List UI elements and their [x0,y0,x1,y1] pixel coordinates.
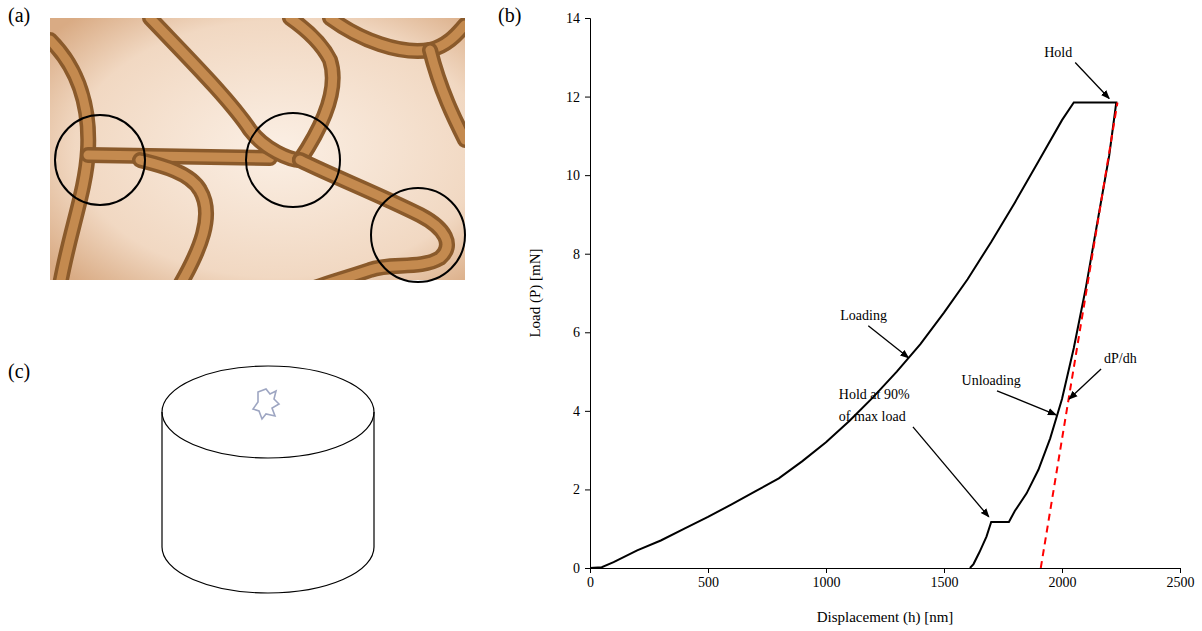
tick-label: 2 [573,482,580,497]
tick-label: 0 [573,561,580,576]
annotation-arrow [913,427,989,517]
stent-strut-highlight [430,50,465,140]
y-axis-title: Load (P) [mN] [527,248,544,337]
x-axis-title: Displacement (h) [nm] [817,609,954,626]
tick-label: 14 [566,11,580,26]
y-axis: 0 2 4 6 8 10 12 14 [566,11,591,576]
annotation-arrow [868,326,908,358]
x-axis: 0 500 1000 1500 2000 2500 [587,568,1195,590]
stent-strut [290,18,333,160]
tick-mark [585,254,590,255]
tick-mark [585,332,590,333]
tick-label: 12 [566,90,580,105]
tick: 500 [698,568,719,590]
plot-area [590,102,1117,568]
tick-label: 8 [573,247,580,262]
annotation: Loading [840,308,887,323]
tick-label: 2000 [1049,575,1077,590]
tick: 6 [573,325,590,340]
tick-mark [585,568,590,569]
stent-strut-highlight [88,155,270,158]
tick: 8 [573,247,590,262]
cylinder-body [162,412,374,593]
tick-label: 1000 [813,575,841,590]
tick: 2000 [1049,568,1077,590]
tick-mark [826,568,827,573]
annotation: dP/dh [1104,351,1137,366]
stent-strut [150,18,300,160]
tick-mark [585,18,590,19]
highlight-circle [55,115,145,205]
stent-strut [140,160,206,280]
annotation: Hold [1044,45,1072,60]
annotation: Hold at 90%of max load [839,387,910,424]
stent-strut-highlight [150,18,300,160]
embedded-sample [253,389,279,419]
panel-label: (b) [498,4,521,27]
tick-mark [708,568,709,573]
tick-mark [585,175,590,176]
cylinder-top [162,366,374,458]
tick: 1500 [931,568,959,590]
tick-mark [1180,568,1181,573]
highlight-circle [371,188,465,282]
stent-strut [430,50,465,140]
tick-mark [1062,568,1063,573]
series-line [1041,102,1118,568]
tick: 0 [587,568,594,590]
axis-line [585,19,591,569]
cylinder-sketch [162,366,374,593]
tick: 0 [573,561,590,576]
stent-strut-highlight [330,18,465,51]
axis-line [591,569,1181,574]
tick-mark [585,97,590,98]
stent-strut-highlight [140,160,206,280]
annotation-arrow [1069,369,1101,399]
series-line [590,102,1116,568]
stent-strut [88,155,270,158]
tick: 12 [566,90,590,105]
panel-label: (c) [8,360,30,383]
tick-label: 1500 [931,575,959,590]
panel-label: (a) [8,4,30,27]
tick-mark [585,411,590,412]
figure: (a) (b) (c) 0 500 1000 1500 2000 2500 0 2 4 6 8 10 12 14… [0,0,1202,631]
tick: 14 [566,11,590,26]
tick-mark [585,489,590,490]
annotation-arrow [997,391,1056,415]
annotation: Unloading [962,373,1021,388]
stent-strut [330,18,465,51]
tick: 2 [573,482,590,497]
tick-label: 2500 [1167,575,1195,590]
tick: 2500 [1167,568,1195,590]
tick-label: 10 [566,168,580,183]
tick-mark [944,568,945,573]
tick: 10 [566,168,590,183]
stent-strut-highlight [290,18,333,160]
highlight-circle [246,113,340,207]
tick-label: 6 [573,325,580,340]
tick: 1000 [813,568,841,590]
tick-label: 0 [587,575,594,590]
annotation-arrow [1075,63,1109,99]
tick: 4 [573,404,590,419]
tick-label: 500 [698,575,719,590]
photo-background [50,18,465,280]
annotations: Hold Loading Unloading Hold at 90%of max lo… [839,45,1137,517]
tick-label: 4 [573,404,580,419]
photo-panel [50,18,465,290]
